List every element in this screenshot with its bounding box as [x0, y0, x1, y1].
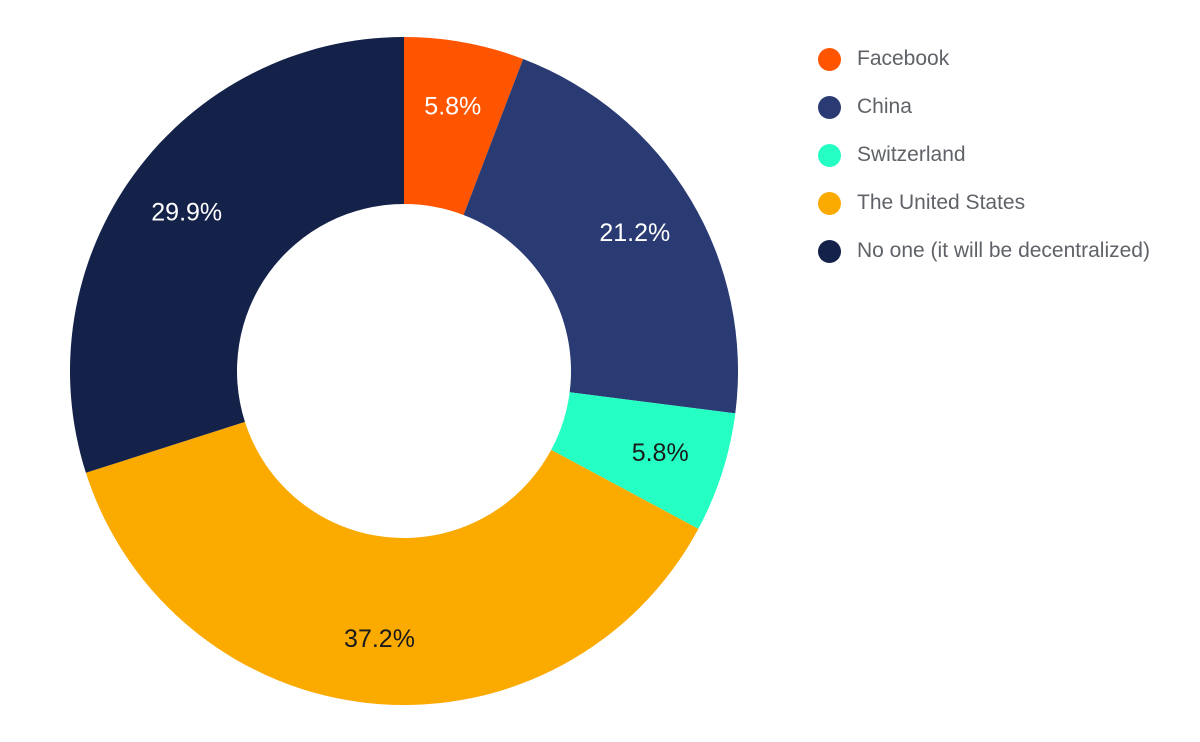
- legend-swatch: [818, 143, 841, 167]
- legend-item-no-one[interactable]: No one (it will be decentralized): [818, 227, 1150, 275]
- slice-china[interactable]: [463, 58, 739, 414]
- legend-item-facebook[interactable]: Facebook: [818, 35, 1150, 83]
- legend-label: Switzerland: [857, 143, 966, 166]
- donut-slices: [69, 37, 739, 705]
- legend-swatch: [818, 95, 841, 119]
- slice-label-the-united-states: 37.2%: [344, 625, 415, 653]
- legend-item-united-states[interactable]: The United States: [818, 179, 1150, 227]
- legend-swatch: [818, 239, 841, 263]
- legend-item-china[interactable]: China: [818, 83, 1150, 131]
- slice-facebook[interactable]: [404, 37, 524, 215]
- legend-label: The United States: [857, 191, 1026, 214]
- legend-swatch: [818, 191, 841, 215]
- slice-label-switzerland: 5.8%: [632, 439, 689, 467]
- legend-label: China: [857, 95, 912, 118]
- legend-item-switzerland[interactable]: Switzerland: [818, 131, 1150, 179]
- slice-switzerland[interactable]: [551, 392, 736, 529]
- slice-the-united-states[interactable]: [85, 421, 699, 705]
- legend-swatch: [818, 47, 841, 71]
- slice-label-facebook: 5.8%: [424, 92, 481, 120]
- legend-label: No one (it will be decentralized): [857, 239, 1150, 262]
- slice-label-no-one-it-will-be-decentralized: 29.9%: [151, 198, 222, 226]
- slice-label-china: 21.2%: [599, 219, 670, 247]
- slice-labels: 5.8% 21.2% 5.8% 37.2% 29.9%: [151, 92, 688, 652]
- legend-label: Facebook: [857, 47, 950, 70]
- legend: Facebook China Switzerland The United St…: [818, 35, 1150, 275]
- slice-no-one-it-will-be-decentralized[interactable]: [69, 37, 404, 473]
